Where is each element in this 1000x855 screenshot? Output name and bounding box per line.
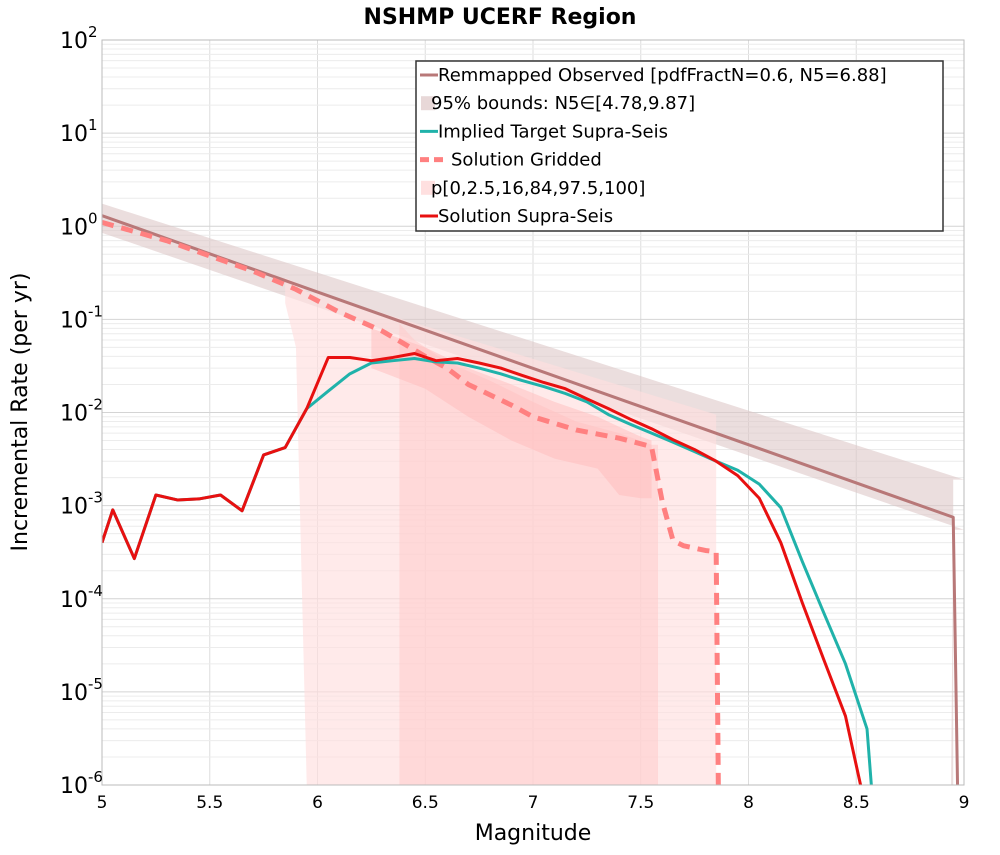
x-tick-label: 5 [97,793,108,813]
legend-entry-5-label: Solution Supra-Seis [438,206,613,227]
series-layer [102,214,960,785]
y-axis-label: Incremental Rate (per yr) [8,273,33,552]
band-95-bounds [102,203,964,785]
legend-entry-4-label: p[0,2.5,16,84,97.5,100] [431,178,645,199]
legend-entry-0-label: Remmapped Observed [pdfFractN=0.6, N5=6.… [438,65,887,86]
y-tick-labels: 10-6 10-5 10-4 10-3 10-2 10-1 100 101 102 [60,23,103,799]
x-axis-label: Magnitude [475,821,592,846]
y-tick-label: 10-6 [60,768,103,799]
legend: Remmapped Observed [pdfFractN=0.6, N5=6.… [415,60,944,232]
plot-frame [101,39,965,786]
legend-entry-1-swatch [421,96,435,111]
x-tick-label: 5.5 [196,793,223,813]
series-line-solution-1 [102,219,721,785]
series-line-remmapped-0 [102,214,960,785]
series-line-solution-3 [102,352,863,785]
legend-entry-3-label: Solution Gridded [451,150,602,171]
band-layer [102,203,964,785]
band-p16-p84 [371,328,652,499]
y-tick-label: 10-1 [60,302,103,333]
y-tick-label: 100 [60,209,98,240]
legend-entry-1-label: 95% bounds: N5∈[4.78,9.87] [431,93,695,114]
x-tick-label: 6.5 [412,793,439,813]
y-tick-label: 102 [60,23,98,54]
x-tick-labels: 5 5.5 6 6.5 7 7.5 8 8.5 9 [97,793,970,813]
x-tick-label: 7 [528,793,539,813]
x-tick-label: 8.5 [843,793,870,813]
y-tick-label: 10-3 [60,489,103,520]
chart-title: NSHMP UCERF Region [364,5,637,30]
x-tick-label: 8 [743,793,754,813]
x-tick-label: 6 [312,793,323,813]
y-tick-label: 10-2 [60,396,103,427]
x-tick-label: 7.5 [627,793,654,813]
x-tick-label: 9 [959,793,970,813]
legend-box [415,60,944,232]
legend-entry-2-label: Implied Target Supra-Seis [438,121,668,142]
y-tick-label: 10-5 [60,675,103,706]
legend-entry-4-swatch [421,180,435,195]
y-tick-label: 101 [60,116,98,147]
y-tick-label: 10-4 [60,582,103,613]
